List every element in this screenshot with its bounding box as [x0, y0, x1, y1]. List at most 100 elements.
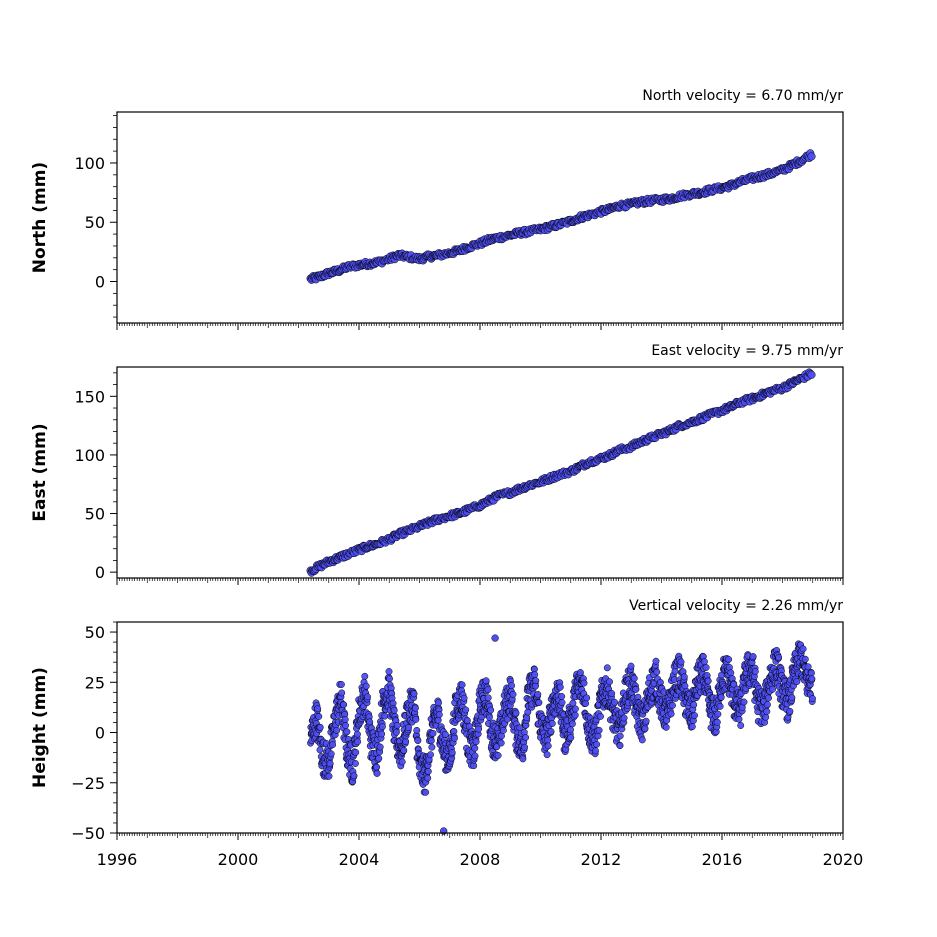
data-point: [343, 728, 351, 736]
data-point: [487, 706, 495, 714]
data-point: [351, 760, 359, 767]
data-point: [547, 728, 555, 735]
data-point: [482, 677, 490, 685]
data-point: [353, 730, 361, 738]
data-point: [411, 704, 419, 712]
data-point: [807, 669, 815, 677]
data-point: [769, 685, 777, 693]
data-point: [799, 645, 807, 653]
data-point: [434, 716, 442, 724]
data-point: [441, 730, 449, 738]
data-point: [535, 699, 543, 707]
data-point: [448, 749, 456, 757]
data-point: [471, 744, 479, 752]
data-point: [580, 679, 588, 687]
data-point: [325, 772, 333, 780]
data-point: [316, 723, 324, 731]
data-point: [485, 713, 493, 721]
data-point: [571, 705, 579, 713]
data-point: [762, 713, 770, 721]
data-point: [460, 694, 468, 702]
data-point: [414, 737, 422, 745]
data-point: [519, 755, 527, 763]
data-point: [809, 695, 816, 703]
data-point: [373, 769, 381, 777]
data-point: [737, 722, 745, 729]
data-point: [499, 726, 507, 734]
data-point: [405, 724, 412, 732]
data-point: [691, 712, 698, 719]
data-point: [314, 705, 322, 713]
data-point: [427, 751, 434, 759]
data-point: [592, 747, 599, 755]
data-point: [352, 748, 360, 756]
data-point: [398, 758, 406, 766]
x-tick-label: 1996: [97, 850, 138, 869]
data-point: [375, 754, 383, 762]
data-point: [680, 673, 688, 681]
data-point: [428, 743, 436, 751]
data-point: [807, 370, 816, 379]
data-point: [583, 694, 591, 702]
data-point: [558, 699, 566, 706]
data-point: [471, 752, 479, 760]
data-point: [410, 690, 418, 698]
data-point: [642, 717, 650, 725]
data-point: [611, 698, 618, 706]
data-point: [725, 655, 733, 663]
data-point: [424, 767, 432, 775]
data-point: [763, 708, 771, 715]
data-point: [350, 772, 358, 780]
data-point: [630, 674, 638, 682]
data-point: [497, 739, 505, 747]
data-point: [671, 667, 679, 675]
data-point: [366, 718, 374, 726]
data-point: [390, 706, 398, 714]
data-point: [717, 693, 725, 701]
y-tick-label: 50: [85, 213, 105, 232]
data-point: [641, 725, 649, 733]
data-point: [727, 669, 735, 677]
data-point: [700, 658, 708, 666]
data-point: [316, 746, 324, 754]
data-point: [804, 663, 812, 671]
data-point: [548, 720, 556, 727]
data-point: [807, 152, 816, 161]
data-point: [716, 702, 724, 710]
y-tick-label: 100: [74, 446, 105, 465]
data-point: [793, 678, 801, 686]
y-tick-label: 25: [85, 673, 105, 692]
data-point: [627, 662, 635, 670]
data-point: [544, 736, 552, 744]
data-point: [567, 734, 575, 742]
data-point: [392, 728, 400, 736]
data-point: [450, 734, 458, 742]
data-point: [424, 774, 432, 782]
velocity-title: Vertical velocity = 2.26 mm/yr: [629, 598, 843, 614]
y-axis-label: East (mm): [30, 423, 50, 521]
data-point: [472, 738, 480, 746]
data-point: [576, 669, 584, 676]
data-point: [385, 668, 393, 675]
data-point: [534, 690, 542, 698]
plot-frame-1: [116, 111, 844, 324]
data-point: [381, 712, 389, 720]
data-point: [616, 732, 624, 740]
data-point: [393, 721, 401, 729]
data-point: [463, 717, 471, 724]
data-point: [337, 681, 345, 688]
y-tick-label: 150: [74, 387, 105, 406]
velocity-title: North velocity = 6.70 mm/yr: [642, 88, 843, 104]
data-point: [714, 710, 722, 718]
data-point: [688, 723, 696, 731]
data-point: [669, 701, 676, 709]
data-point: [333, 726, 341, 734]
y-tick-label: 50: [85, 505, 105, 524]
data-point: [373, 763, 381, 771]
data-point: [361, 672, 369, 680]
data-point: [512, 709, 520, 717]
data-point: [567, 726, 574, 734]
data-point: [735, 715, 743, 723]
data-point: [329, 741, 337, 749]
data-point: [808, 675, 816, 683]
